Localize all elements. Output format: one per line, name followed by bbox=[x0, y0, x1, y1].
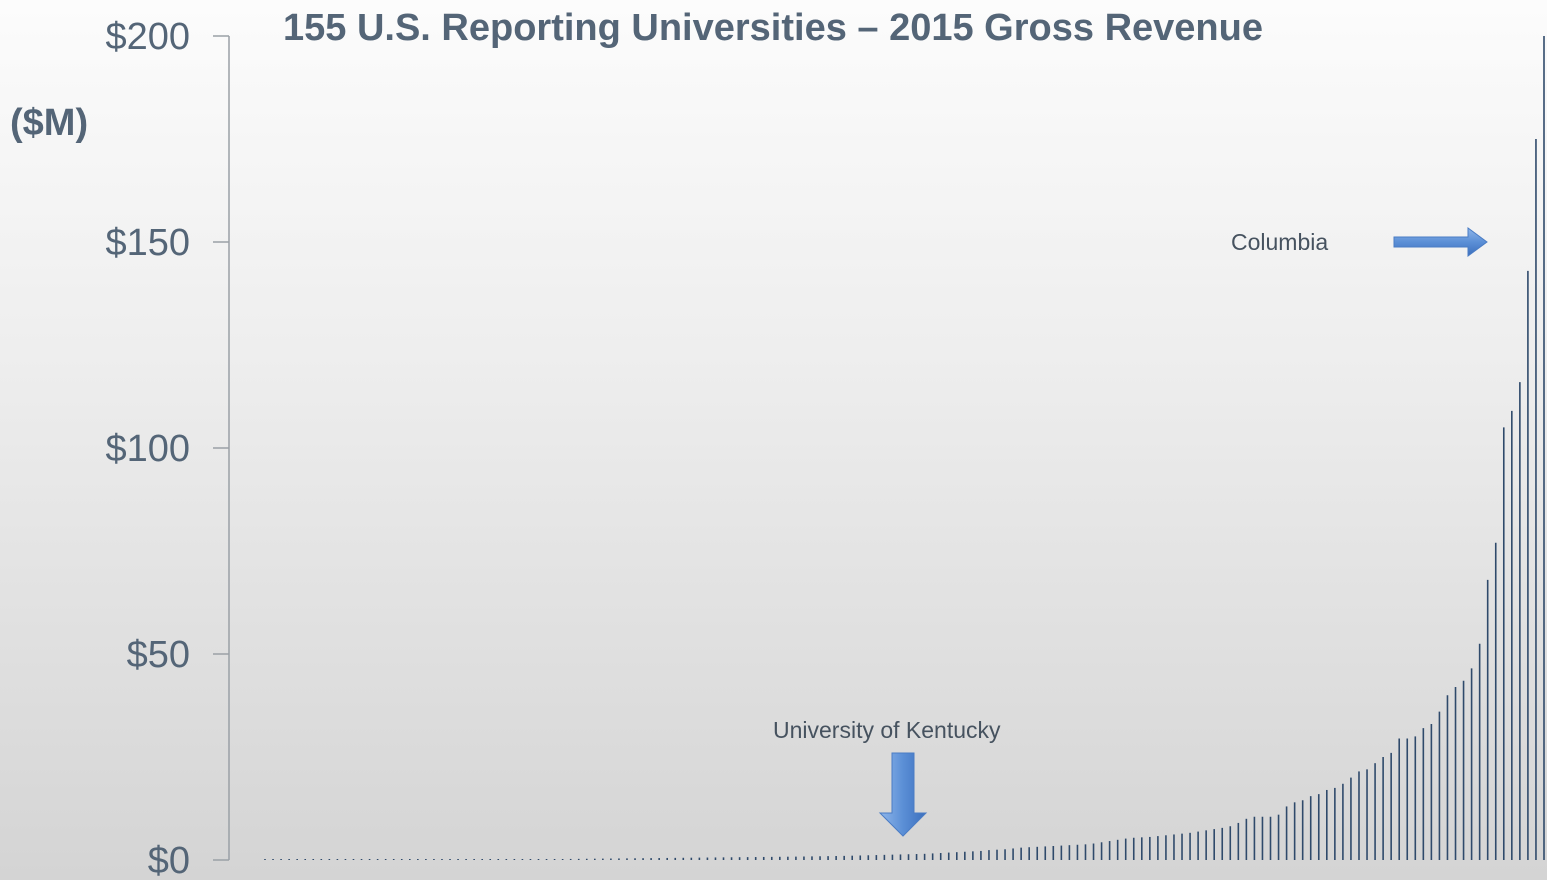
right-arrow-icon bbox=[1393, 227, 1488, 257]
y-tick-label: $0 bbox=[148, 840, 190, 880]
annotation-columbia: Columbia bbox=[1231, 229, 1328, 255]
y-tick-label: $200 bbox=[105, 16, 190, 58]
down-arrow-icon bbox=[878, 752, 928, 837]
y-tick-label: $50 bbox=[127, 634, 190, 676]
annotation-kentucky: University of Kentucky bbox=[773, 717, 1001, 743]
bars-group bbox=[264, 36, 1545, 860]
chart-title: 155 U.S. Reporting Universities – 2015 G… bbox=[283, 7, 1263, 49]
y-tick-label: $100 bbox=[105, 428, 190, 470]
y-axis-ticks: $0 $50 $100 $150 $200 bbox=[105, 16, 229, 880]
y-tick-label: $150 bbox=[105, 222, 190, 264]
y-axis-label: ($M) bbox=[10, 102, 88, 144]
